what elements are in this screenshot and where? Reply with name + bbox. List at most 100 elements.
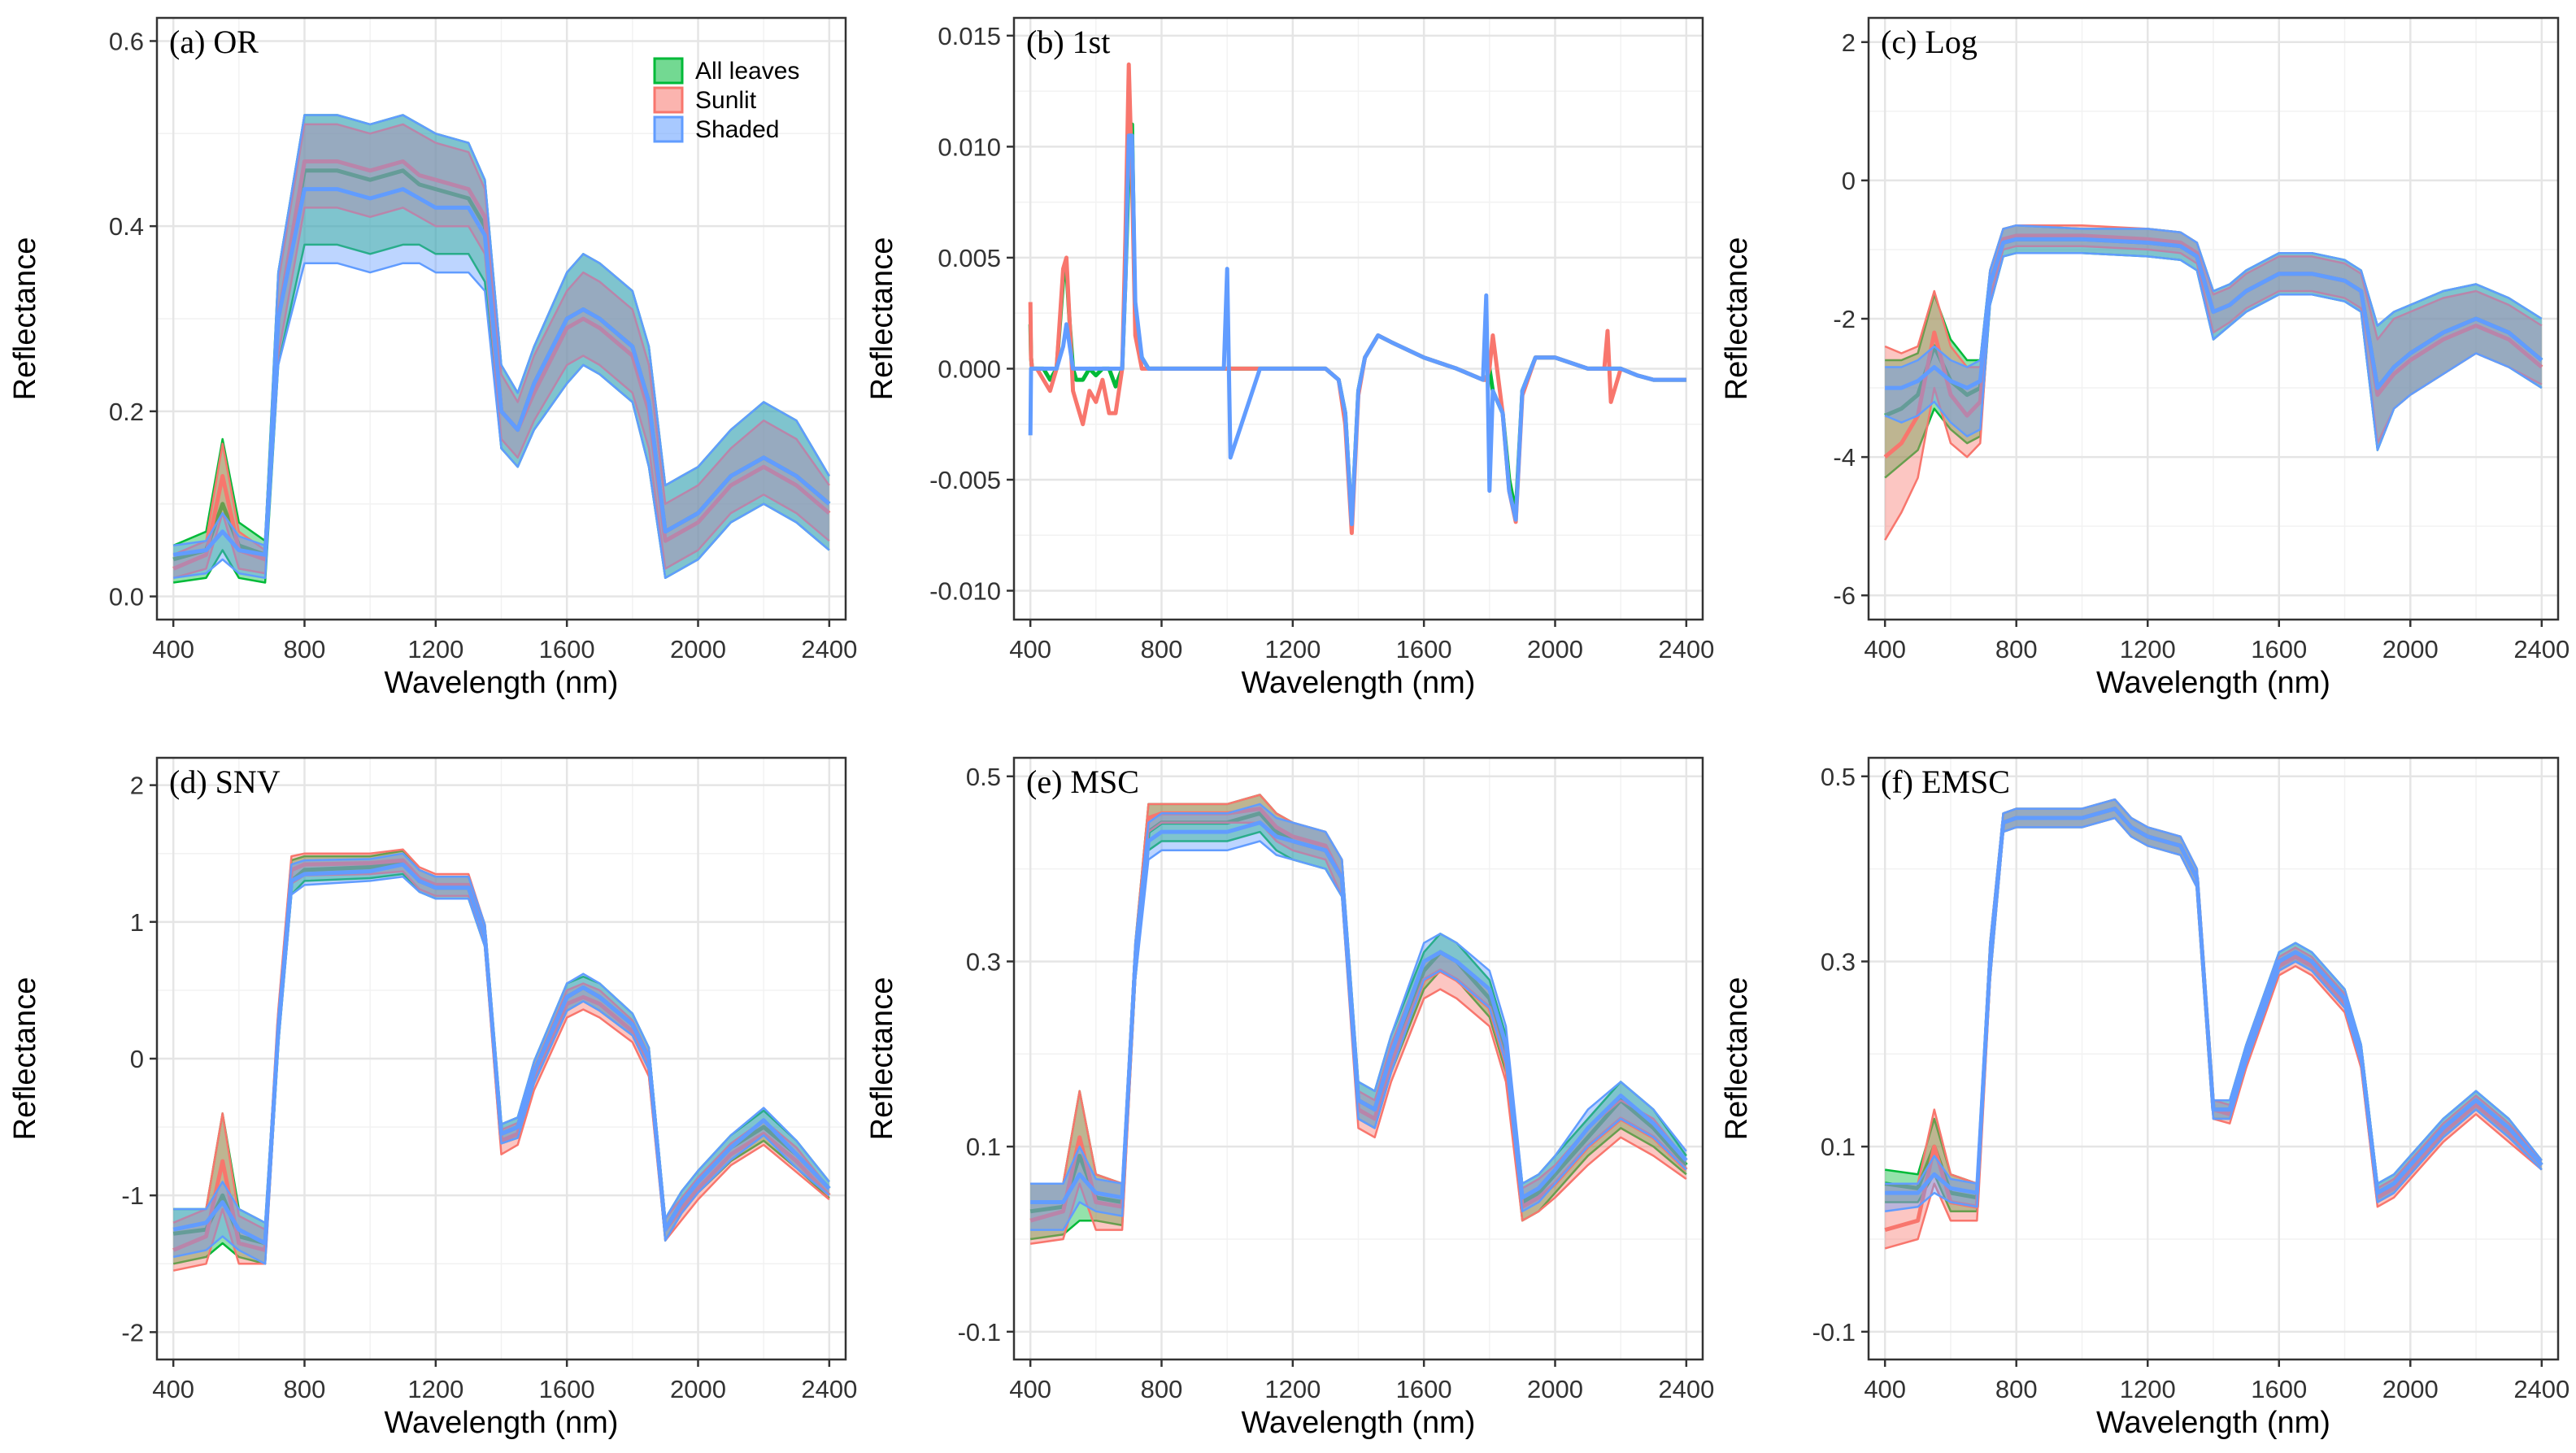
x-tick-label: 2000 <box>2382 1375 2439 1403</box>
x-tick-label: 2400 <box>801 1375 857 1403</box>
ribbon-shaded <box>173 115 829 578</box>
y-tick-label: 0.3 <box>966 947 1001 976</box>
y-tick-label: 0.0 <box>109 583 144 611</box>
ribbon-all <box>173 850 829 1264</box>
y-tick-label: -2 <box>1833 305 1856 333</box>
y-tick-label: -0.010 <box>929 577 1001 606</box>
panel-border <box>1012 16 1704 621</box>
chart-panel-1: 400 800 1200 1600 2000 2400 0.0 0.2 0.4 0.6 Wavele… <box>8 16 857 700</box>
x-tick-label: 400 <box>152 635 194 663</box>
x-axis-title: Wavelength (nm) <box>385 1406 619 1440</box>
x-axis-title: Wavelength (nm) <box>1242 666 1476 700</box>
x-tick-label: 800 <box>284 1375 326 1403</box>
legend-key-all <box>653 57 684 85</box>
x-tick-label: 2000 <box>1527 1375 1583 1403</box>
panel-title: (c) Log <box>1881 24 1978 60</box>
x-tick-label: 2400 <box>2513 635 2569 663</box>
mean-line-shaded <box>172 862 831 1246</box>
y-tick-label: -2 <box>121 1318 144 1346</box>
x-tick-label: 1200 <box>1264 635 1321 663</box>
y-tick-label: 0.005 <box>938 244 1001 272</box>
legend-label-all: All leaves <box>695 58 799 85</box>
x-tick-label: 800 <box>1995 1375 2038 1403</box>
mean-line-shaded <box>172 187 831 557</box>
y-tick-label: -0.1 <box>958 1318 1001 1346</box>
panel-title: (f) EMSC <box>1881 763 2010 800</box>
y-tick-label: 0.1 <box>1821 1133 1856 1161</box>
x-tick-label: 1600 <box>539 1375 595 1403</box>
x-tick-label: 800 <box>1141 1375 1183 1403</box>
y-axis-title: Reflectance <box>1720 977 1754 1141</box>
mean-line-shaded <box>1885 807 2543 1195</box>
chart-panel-4: 400 800 1200 1600 2000 2400 -2 -1 0 1 2 Wavelength … <box>8 756 857 1440</box>
y-tick-label: -1 <box>121 1181 144 1210</box>
x-tick-label: 1600 <box>2251 1375 2307 1403</box>
y-tick-label: 2 <box>130 772 144 800</box>
x-tick-label: 2400 <box>1658 1375 1714 1403</box>
y-tick-label: 2 <box>1842 28 1856 57</box>
x-axis-title: Wavelength (nm) <box>2096 666 2330 700</box>
y-axis-title: Reflectance <box>1720 237 1754 401</box>
x-tick-label: 1200 <box>407 635 463 663</box>
x-tick-label: 2000 <box>1527 635 1583 663</box>
panel-border <box>1012 756 1704 1361</box>
y-tick-label: -4 <box>1833 443 1856 472</box>
y-tick-label: 0.010 <box>938 133 1001 161</box>
chart-panel-5: 400 800 1200 1600 2000 2400 -0.1 0.1 0.3 0.5 Wavel… <box>865 756 1714 1440</box>
y-tick-label: 0.000 <box>938 355 1001 383</box>
x-tick-label: 800 <box>1141 635 1183 663</box>
mean-line-shaded <box>1885 237 2543 390</box>
x-tick-label: 400 <box>1009 1375 1051 1403</box>
mean-line-shaded <box>1030 820 1688 1204</box>
x-tick-label: 400 <box>1009 635 1051 663</box>
ribbon-shaded <box>173 853 829 1264</box>
x-tick-label: 1200 <box>1264 1375 1321 1403</box>
y-axis-title: Reflectance <box>8 977 42 1141</box>
y-tick-label: 0.5 <box>966 763 1001 791</box>
lower-line-shaded <box>1884 251 2543 451</box>
y-tick-label: 0 <box>130 1045 144 1073</box>
x-tick-label: 2000 <box>670 635 726 663</box>
x-tick-label: 400 <box>1864 1375 1906 1403</box>
panel-title: (b) 1st <box>1026 24 1110 60</box>
legend-label-shaded: Shaded <box>695 116 779 143</box>
y-tick-label: 0.4 <box>109 212 144 241</box>
x-tick-label: 2400 <box>1658 635 1714 663</box>
y-axis-title: Reflectance <box>8 237 42 401</box>
upper-line-shaded <box>1885 224 2543 368</box>
y-tick-label: 0.1 <box>966 1133 1001 1161</box>
x-tick-label: 2000 <box>2382 635 2439 663</box>
x-axis-title: Wavelength (nm) <box>2096 1406 2330 1440</box>
y-axis-title: Reflectance <box>865 237 899 401</box>
y-axis-title: Reflectance <box>865 977 899 1141</box>
legend-key-sunlit <box>653 86 684 114</box>
y-tick-label: -0.005 <box>929 466 1001 494</box>
y-tick-label: 0.015 <box>938 22 1001 50</box>
legend-label-sunlit: Sunlit <box>695 87 757 114</box>
y-tick-label: -6 <box>1833 581 1856 610</box>
x-tick-label: 1600 <box>1396 1375 1452 1403</box>
x-tick-label: 1600 <box>1396 635 1452 663</box>
x-tick-label: 1600 <box>2251 635 2307 663</box>
x-axis-title: Wavelength (nm) <box>385 666 619 700</box>
x-tick-label: 1200 <box>2120 635 2176 663</box>
series-line-shaded <box>1028 133 1686 527</box>
legend-key-shaded <box>653 115 684 143</box>
panel-title: (d) SNV <box>169 763 281 800</box>
y-tick-label: 0.6 <box>109 27 144 55</box>
y-tick-label: 0.2 <box>109 398 144 426</box>
lower-line-shaded <box>173 262 830 580</box>
chart-panel-2: 400 800 1200 1600 2000 2400 -0.010 -0.005 0.000 0… <box>865 16 1714 700</box>
x-tick-label: 2000 <box>670 1375 726 1403</box>
ribbon-sunlit <box>1885 225 2542 541</box>
chart-panel-6: 400 800 1200 1600 2000 2400 -0.1 0.1 0.3 0.5 Wavel… <box>1720 756 2569 1440</box>
y-tick-label: 0.5 <box>1821 763 1856 791</box>
panel-border <box>155 16 847 621</box>
x-tick-label: 1600 <box>539 635 595 663</box>
x-tick-label: 800 <box>1995 635 2038 663</box>
ribbon-shaded <box>1030 803 1686 1230</box>
panel-title: (e) MSC <box>1026 763 1139 800</box>
panel-title: (a) OR <box>169 24 259 60</box>
